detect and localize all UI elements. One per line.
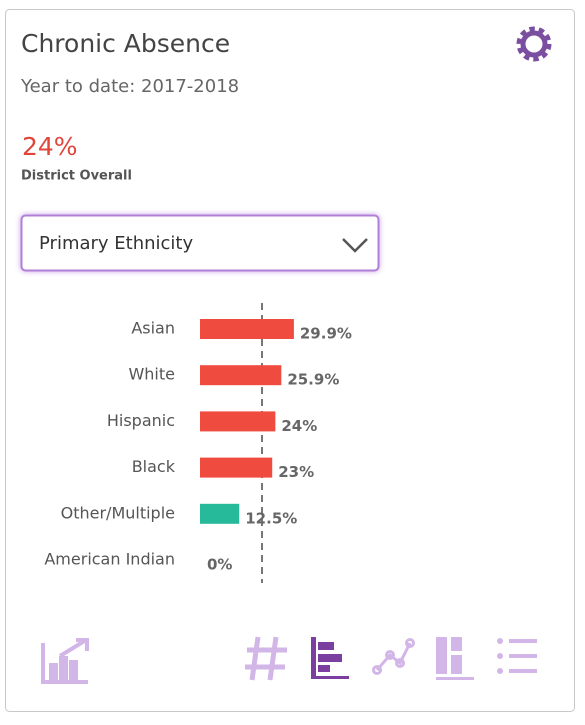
value-label: 29.9% [300,325,352,343]
value-label: 23% [278,463,314,481]
bottom-icons [41,636,537,684]
card-title: Chronic Absence [21,29,230,58]
category-label: American Indian [44,550,175,569]
overall-value: 24% [22,132,78,161]
bar [200,411,276,432]
category-label: Asian [131,319,175,338]
card [5,9,575,712]
line-icon[interactable] [372,638,415,675]
category-label: White [128,365,175,384]
list-icon[interactable] [497,638,537,674]
value-label: 0% [207,556,232,574]
export-icon[interactable] [41,638,89,684]
bar-icon[interactable] [311,637,349,679]
value-label: 24% [281,417,317,435]
bar [200,457,273,478]
value-label: 12.5% [245,509,297,527]
bar [200,319,294,339]
overall-label: District Overall [21,169,132,184]
dropdown[interactable]: Primary Ethnicity [20,214,380,272]
dropdown-chevron [342,238,368,253]
grid-icon[interactable] [436,637,474,680]
settings-gear[interactable] [516,26,552,62]
bar [200,503,240,524]
card-subtitle: Year to date: 2017-2018 [20,76,239,97]
value-label: 25.9% [287,371,339,389]
category-label: Black [132,457,176,476]
gear-ring [520,30,548,58]
category-label: Other/Multiple [61,503,175,522]
dropdown-box [20,214,380,272]
bar [200,365,282,386]
dropdown-text: Primary Ethnicity [39,233,193,254]
gear-teeth [516,26,552,62]
number-icon[interactable] [245,636,287,681]
category-label: Hispanic [107,411,175,430]
